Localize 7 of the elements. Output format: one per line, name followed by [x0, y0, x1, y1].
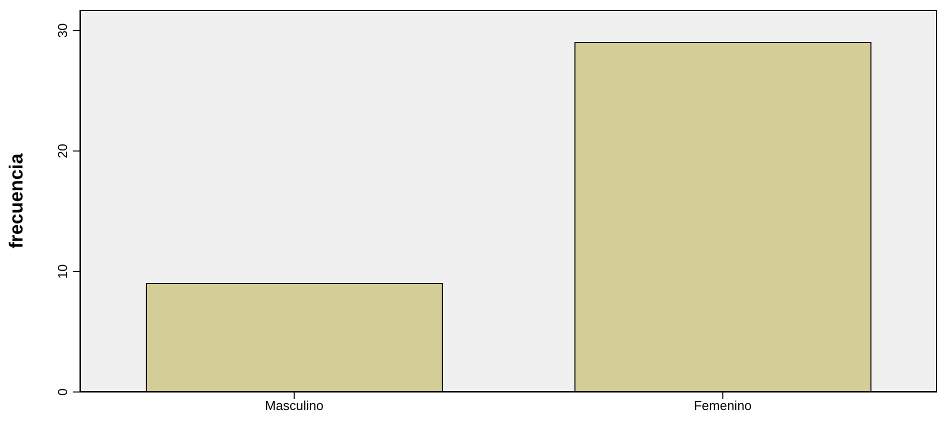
y-axis-title: frecuencia [6, 153, 28, 249]
x-tick-label: Femenino [694, 398, 752, 414]
y-tick-label: 10 [55, 264, 70, 279]
y-tick-label: 20 [55, 144, 70, 158]
y-tick-label: 30 [55, 23, 70, 38]
x-tick-label: Masculino [264, 398, 324, 414]
y-tick-label: 0 [55, 388, 70, 396]
